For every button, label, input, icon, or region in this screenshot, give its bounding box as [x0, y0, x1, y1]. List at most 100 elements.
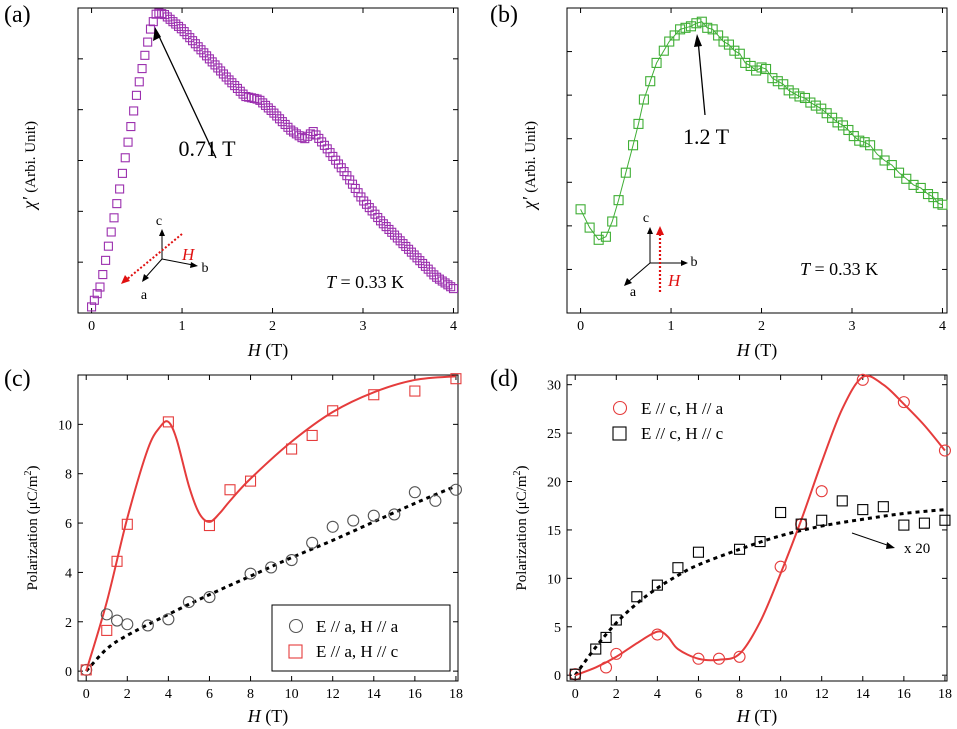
- legend-marker-circle-c: [288, 618, 304, 634]
- data-point-b: [922, 189, 934, 200]
- data-point-square-d: [795, 518, 807, 530]
- data-point-a: [392, 233, 402, 243]
- data-point-circle-c: [326, 520, 339, 533]
- data-point-a: [162, 12, 172, 22]
- panel-d: (d) 0 2 4 6 8 10 12 14 16 18 0 5 10 15 20 25 30 Polariza…: [490, 366, 952, 727]
- x-tick-label-a: 2: [269, 319, 276, 334]
- data-point-b: [859, 137, 870, 148]
- data-point-a: [101, 255, 111, 265]
- data-point-square-c: [327, 405, 339, 417]
- data-point-square-d: [939, 514, 951, 526]
- y-axis-unit-b: (Arbi. Unit): [523, 121, 539, 193]
- data-point-a: [406, 247, 416, 257]
- data-point-b: [810, 100, 821, 111]
- data-point-square-d: [610, 614, 622, 626]
- plot-frame-d: [566, 374, 948, 682]
- data-point-circle-d: [610, 647, 623, 660]
- data-point-square-d: [857, 504, 869, 516]
- data-point-square-c: [80, 664, 92, 676]
- data-point-a: [409, 250, 419, 260]
- x-tick-label-b: 4: [939, 319, 946, 334]
- data-point-b: [794, 91, 805, 102]
- data-point-a: [384, 224, 394, 234]
- x-tick-label-a: 4: [450, 319, 457, 334]
- x-axis-label-a: H (T): [247, 340, 288, 361]
- data-point-a: [235, 86, 245, 96]
- data-point-b: [734, 48, 745, 59]
- data-point-square-d: [918, 517, 930, 529]
- legend-label-0-c: E // a, H // a: [316, 617, 399, 636]
- panel-label-d: (d): [490, 366, 518, 392]
- data-point-circle-c: [408, 486, 421, 499]
- axis-b-head-b: [681, 260, 688, 266]
- data-point-square-c: [306, 429, 318, 442]
- axis-b-label-b: b: [691, 255, 698, 270]
- y-axis-label-text-d: Polarization (μC/m: [514, 475, 530, 590]
- data-point-b: [600, 231, 611, 242]
- y-axis-symbol-a: χ': [19, 196, 39, 211]
- data-point-a: [204, 54, 214, 64]
- data-point-a: [179, 27, 189, 37]
- axis-c-head-b: [647, 227, 653, 234]
- data-point-circle-d: [692, 652, 705, 665]
- data-point-a: [126, 122, 136, 132]
- data-point-a: [230, 81, 240, 91]
- legend-box-d: [596, 393, 762, 445]
- data-point-a: [188, 36, 198, 46]
- data-point-circle-c: [182, 595, 195, 609]
- data-point-a: [398, 239, 408, 249]
- data-point-square-c: [368, 389, 380, 401]
- data-point-square-d: [631, 591, 643, 603]
- data-point-a: [274, 114, 285, 124]
- data-point-b: [664, 36, 675, 47]
- ticks-d: 0 2 4 6 8 10 12 14 16 18 0 5 10 15 20 25 30: [547, 375, 952, 702]
- y-axis-label-d: Polarization (μC/m2): [512, 465, 530, 590]
- data-point-a: [218, 69, 228, 79]
- data-point-a: [308, 127, 318, 137]
- data-point-a: [300, 134, 310, 144]
- data-point-b: [854, 135, 865, 146]
- data-point-b: [908, 179, 919, 190]
- data-point-circle-c: [265, 561, 278, 574]
- panel-label-a: (a): [4, 2, 31, 28]
- temperature-b: T = 0.33 K: [800, 259, 878, 279]
- data-point-b: [593, 234, 604, 245]
- x-tick-label-d: 18: [938, 687, 952, 702]
- axis-c-label-a: c: [156, 214, 162, 229]
- data-point-square-d: [651, 579, 663, 591]
- x-tick-label-b: 2: [758, 319, 765, 334]
- data-point-b: [620, 167, 631, 178]
- axis-b-head-a: [190, 262, 198, 268]
- x-axis-label-d: H (T): [736, 706, 777, 727]
- fits-c: [85, 375, 457, 673]
- panel-label-c: (c): [4, 366, 31, 392]
- data-point-a: [260, 100, 271, 110]
- x-axis-unit-c: (T): [265, 706, 288, 727]
- data-point-b: [584, 222, 595, 233]
- x-tick-label-b: 3: [849, 319, 856, 334]
- axis-b-label-a: b: [202, 261, 209, 276]
- data-point-a: [196, 45, 206, 55]
- data-point-circle-d: [599, 661, 613, 674]
- y-tick-label-d: 25: [547, 427, 561, 442]
- x-tick-label-d: 0: [572, 687, 579, 702]
- data-point-a: [420, 261, 430, 271]
- legend-label-1-d: E // c, H // c: [641, 424, 724, 443]
- data-point-circle-d: [774, 560, 787, 573]
- data-point-a: [263, 103, 273, 113]
- y-tick-label-c: 0: [65, 665, 72, 680]
- data-point-a: [277, 117, 287, 127]
- y-axis-unit-a: (Arbi. Unit): [23, 121, 39, 193]
- peak-arrowhead-b: [694, 34, 702, 47]
- x-tick-label-c: 12: [326, 687, 340, 702]
- data-point-a: [92, 289, 102, 299]
- data-point-a: [98, 270, 108, 280]
- data-point-b: [740, 57, 751, 68]
- data-point-b: [789, 88, 800, 99]
- data-point-circle-c: [367, 509, 380, 522]
- data-point-square-c: [121, 518, 133, 530]
- data-point-a: [165, 14, 175, 24]
- x-tick-label-c: 14: [367, 687, 381, 702]
- x-tick-label-b: 1: [668, 319, 675, 334]
- y-tick-label-d: 5: [554, 621, 561, 636]
